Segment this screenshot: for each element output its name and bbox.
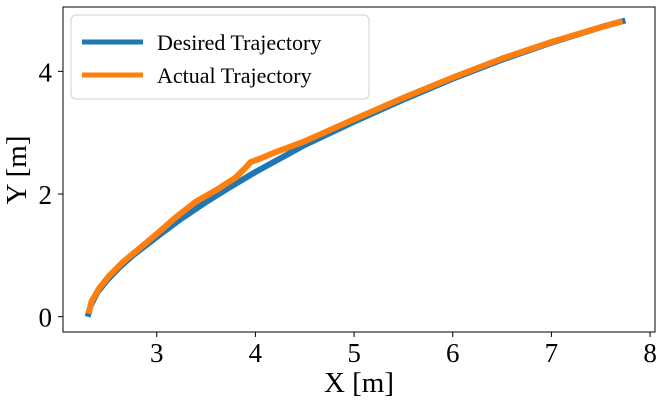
x-tick-label: 7	[545, 338, 559, 368]
y-axis-label: Y [m]	[1, 136, 33, 205]
legend-box	[70, 14, 370, 100]
actual-trajectory-line	[85, 18, 624, 315]
x-axis-label: X [m]	[324, 367, 394, 399]
y-tick-label: 0	[39, 303, 53, 333]
x-tick-label: 6	[446, 338, 460, 368]
x-tick-label: 5	[347, 338, 361, 368]
x-tick-label: 4	[249, 338, 263, 368]
x-tick-label: 3	[150, 338, 164, 368]
legend-label-actual: Actual Trajectory	[157, 63, 312, 88]
axis-ticks: 3 4 5 6 7 8 0 2 4	[39, 57, 657, 368]
legend: Desired Trajectory Actual Trajectory	[70, 14, 370, 100]
series-lines	[84, 17, 627, 318]
legend-label-desired: Desired Trajectory	[157, 30, 321, 55]
x-tick-label: 8	[643, 338, 657, 368]
y-tick-label: 4	[39, 57, 53, 87]
y-tick-label: 2	[39, 180, 53, 210]
